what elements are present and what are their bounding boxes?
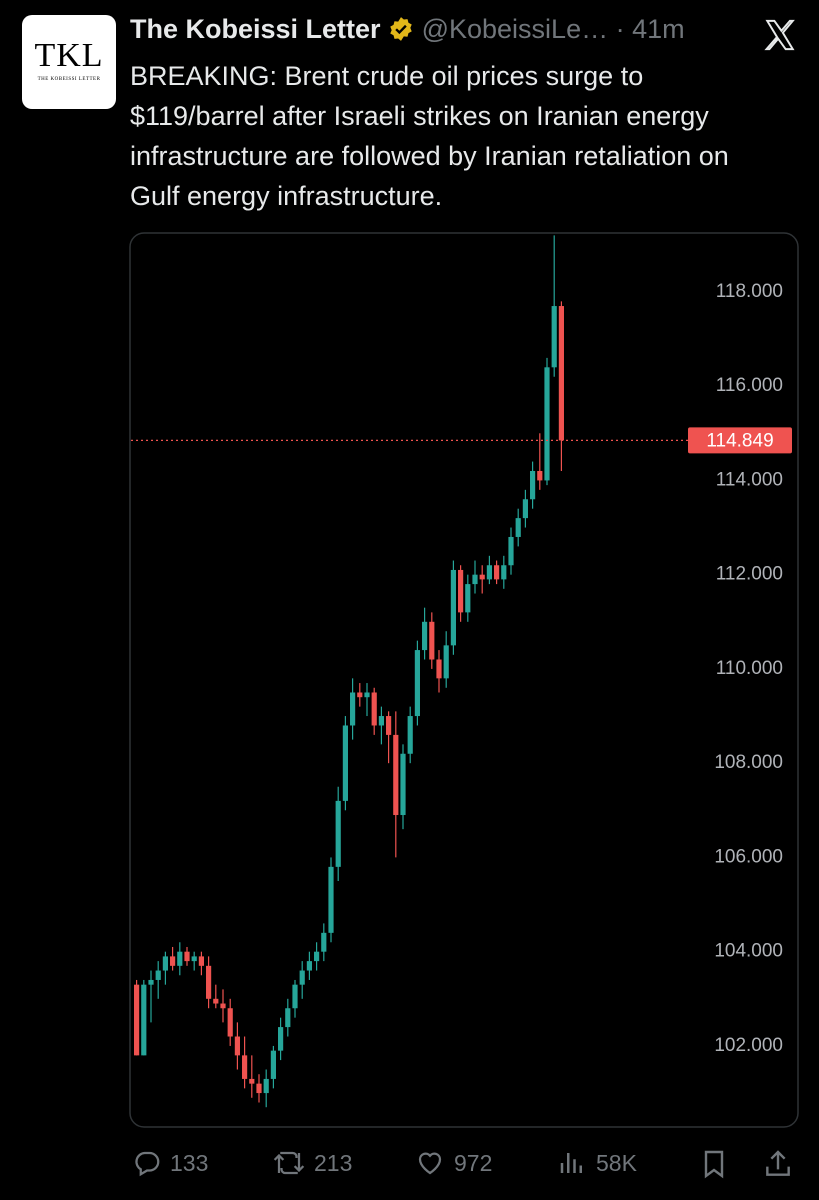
candle-body xyxy=(155,970,161,980)
candle-body xyxy=(342,725,348,801)
reply-button[interactable]: 133 xyxy=(132,1148,208,1178)
candle-body xyxy=(299,970,305,985)
candle-body xyxy=(220,1003,226,1009)
candle-body xyxy=(378,716,384,726)
verified-badge xyxy=(390,17,412,41)
y-tick-label: 106.000 xyxy=(714,846,783,867)
y-tick-label: 112.000 xyxy=(716,564,783,585)
candle-body xyxy=(148,979,154,985)
candle-body xyxy=(422,621,428,651)
candle-body xyxy=(249,1078,255,1084)
candle-body xyxy=(256,1083,262,1094)
candle-body xyxy=(242,1055,248,1079)
candle-body xyxy=(414,650,420,717)
avatar-subtitle: THE KOBEISSI LETTER xyxy=(37,77,101,82)
candle-body xyxy=(285,1008,291,1028)
last-price-tag xyxy=(688,427,792,454)
candle-body xyxy=(515,518,521,537)
like-icon xyxy=(418,1152,442,1175)
y-tick-label: 114.000 xyxy=(716,469,783,490)
author-handle[interactable]: @KobeissiLe… xyxy=(421,14,609,44)
candle-body xyxy=(371,692,377,726)
y-tick-label: 110.000 xyxy=(716,658,783,679)
candle-body xyxy=(191,956,197,962)
tweet-text: BREAKING: Brent crude oil prices surge t… xyxy=(130,61,729,211)
avatar-monogram: TKL xyxy=(34,37,104,74)
candle-body xyxy=(486,565,492,580)
candle-body xyxy=(544,367,550,481)
candle-body xyxy=(522,499,528,519)
reply-icon xyxy=(135,1151,160,1177)
candle-body xyxy=(292,984,298,1009)
candle-body xyxy=(472,574,478,585)
share-icon[interactable] xyxy=(762,1148,794,1180)
candle-body xyxy=(479,574,485,580)
y-tick-label: 102.000 xyxy=(714,1035,783,1056)
candle-body xyxy=(558,306,564,441)
candle-body xyxy=(494,565,500,580)
repost-icon xyxy=(273,1151,305,1175)
candle-body xyxy=(335,800,341,867)
candle-body xyxy=(530,470,536,500)
candle-body xyxy=(350,692,356,726)
reply-count: 133 xyxy=(170,1149,209,1176)
views-icon xyxy=(560,1153,582,1173)
candle-body xyxy=(400,753,406,816)
candle-body xyxy=(134,984,140,1056)
candle-body xyxy=(537,470,543,481)
candle-body xyxy=(501,565,507,580)
y-tick-label: 108.000 xyxy=(714,752,783,773)
avatar[interactable]: TKL THE KOBEISSI LETTER xyxy=(22,15,116,109)
candle-body xyxy=(465,584,471,613)
candle-body xyxy=(198,956,204,966)
candle-body xyxy=(450,569,456,646)
y-tick-label: 104.000 xyxy=(714,941,783,962)
last-price-label: 114.849 xyxy=(706,430,773,451)
candle-body xyxy=(206,965,212,999)
candle-body xyxy=(429,621,435,660)
tweet-header: The Kobeissi Letter @KobeissiLe… · 41m xyxy=(130,14,685,45)
candle-body xyxy=(213,998,219,1004)
y-tick-label: 116.000 xyxy=(716,375,783,396)
candle-body xyxy=(386,716,392,735)
author-name[interactable]: The Kobeissi Letter xyxy=(130,14,381,44)
candle-body xyxy=(234,1036,240,1056)
bookmark-icon[interactable] xyxy=(698,1148,730,1180)
candle-body xyxy=(177,951,183,966)
candle-body xyxy=(458,569,464,613)
candle-body xyxy=(306,961,312,971)
candle-body xyxy=(357,692,363,698)
candle-body xyxy=(314,951,320,962)
candle-body xyxy=(436,659,442,679)
repost-count: 213 xyxy=(314,1149,353,1176)
views-button[interactable]: 58K xyxy=(556,1148,637,1178)
candle-body xyxy=(508,536,514,566)
y-tick-label: 118.000 xyxy=(716,281,783,302)
x-logo[interactable] xyxy=(762,18,798,52)
like-button[interactable]: 972 xyxy=(414,1148,492,1178)
candle-body xyxy=(321,932,327,952)
views-count: 58K xyxy=(596,1149,637,1176)
candle-body xyxy=(270,1050,276,1079)
candle-body xyxy=(443,645,449,679)
chart-frame xyxy=(129,232,799,1128)
candle-body xyxy=(551,306,557,368)
candle-body xyxy=(141,984,147,1056)
candle-body xyxy=(393,734,399,816)
candle-body xyxy=(328,866,334,933)
like-count: 972 xyxy=(454,1149,493,1176)
candle-body xyxy=(184,951,190,962)
post-time[interactable]: · 41m xyxy=(615,14,685,44)
candle-body xyxy=(278,1027,284,1051)
candle-body xyxy=(263,1078,269,1094)
candle-body xyxy=(162,956,168,971)
candle-body xyxy=(364,692,370,698)
repost-button[interactable]: 213 xyxy=(272,1148,352,1178)
candle-body xyxy=(227,1008,233,1037)
candle-body xyxy=(170,956,176,966)
candle-body xyxy=(407,716,413,754)
